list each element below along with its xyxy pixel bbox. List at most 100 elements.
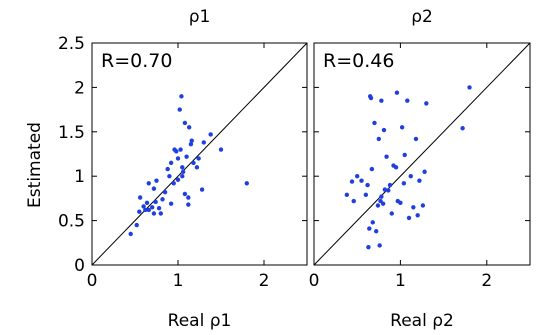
data-point	[137, 195, 143, 200]
data-point	[180, 169, 186, 174]
data-point	[349, 179, 355, 184]
data-point	[411, 205, 416, 210]
data-point	[189, 138, 194, 143]
identity-line	[91, 42, 308, 266]
data-point	[363, 192, 369, 198]
data-point	[460, 126, 465, 131]
data-point	[175, 177, 181, 182]
data-point	[167, 174, 172, 179]
data-point	[398, 200, 403, 206]
data-point	[408, 174, 413, 179]
data-point	[134, 222, 139, 228]
y-tick-label: 1.5	[58, 123, 85, 143]
data-point	[415, 213, 420, 218]
data-point	[146, 207, 151, 213]
data-point	[168, 201, 174, 206]
y-axis-label: Estimated	[25, 122, 45, 208]
data-point	[384, 154, 389, 159]
x-tick-label: 1	[395, 271, 406, 291]
data-point	[417, 178, 422, 183]
data-point	[184, 154, 189, 159]
data-point	[381, 127, 387, 133]
data-point	[244, 181, 249, 186]
data-point	[151, 211, 157, 216]
data-point	[174, 149, 179, 154]
x-axis-label: Real ρ1	[168, 311, 232, 331]
data-point	[380, 201, 386, 206]
data-point	[387, 182, 393, 188]
data-point	[368, 95, 374, 101]
data-point	[389, 211, 394, 216]
data-point	[366, 245, 371, 250]
data-point	[405, 98, 410, 103]
y-tick-label: 0	[74, 256, 85, 276]
data-point	[393, 165, 399, 170]
data-point	[376, 136, 381, 142]
x-tick-label: 1	[173, 271, 184, 291]
data-point	[208, 132, 213, 137]
panel-title: ρ1	[189, 7, 211, 27]
data-point	[351, 198, 356, 204]
data-point	[150, 205, 155, 210]
data-point	[201, 140, 206, 145]
panel-1: 0 1 2 0 0.5 1 1.5 2 2.5 R=0.70 ρ1 Real ρ1	[58, 7, 308, 331]
data-point	[369, 166, 375, 172]
data-point	[128, 231, 133, 237]
data-point	[186, 195, 191, 200]
data-point	[196, 156, 201, 161]
x-tick-label: 2	[259, 271, 270, 291]
data-point	[344, 192, 350, 198]
data-point	[153, 199, 158, 205]
correlation-annotation: R=0.46	[323, 50, 394, 72]
data-point	[156, 205, 162, 211]
data-point	[399, 125, 405, 130]
data-point	[182, 191, 188, 197]
data-point	[165, 166, 170, 172]
data-point	[154, 178, 159, 183]
x-tick-label: 2	[481, 271, 492, 291]
data-point	[143, 207, 148, 213]
data-point	[359, 178, 364, 183]
data-point	[420, 203, 426, 208]
data-point	[386, 188, 391, 193]
data-point	[160, 197, 165, 202]
data-point	[218, 147, 224, 152]
x-tick-label: 0	[87, 271, 98, 291]
identity-line	[313, 42, 531, 266]
data-point	[372, 120, 377, 126]
panel-2: 0 1 2 R=0.46 ρ2 Real ρ2	[309, 7, 531, 331]
data-point	[424, 101, 429, 106]
y-tick-label: 0.5	[58, 212, 85, 232]
data-point	[186, 125, 192, 130]
data-point	[379, 194, 384, 199]
data-point	[171, 181, 176, 186]
data-point	[151, 186, 157, 191]
data-point	[379, 98, 384, 103]
data-point	[188, 142, 194, 147]
panels: 0 1 2 0 0.5 1 1.5 2 2.5 R=0.70 ρ1 Real ρ1 0 1 2 R=0.46 ρ…	[58, 7, 531, 331]
data-point	[175, 156, 181, 161]
data-point	[162, 189, 168, 195]
panel-title: ρ2	[411, 7, 433, 27]
data-point	[370, 220, 375, 225]
data-point	[177, 107, 182, 112]
data-point	[422, 169, 427, 174]
x-axis-label: Real ρ2	[390, 311, 454, 331]
data-point	[413, 136, 419, 142]
data-point	[382, 187, 388, 192]
data-point	[144, 200, 150, 206]
data-point	[146, 181, 151, 186]
correlation-annotation: R=0.70	[101, 50, 172, 72]
data-point	[394, 90, 400, 95]
data-point	[168, 160, 174, 166]
data-point	[377, 243, 382, 248]
data-point	[375, 203, 381, 208]
data-point	[401, 181, 407, 186]
data-point	[191, 160, 196, 166]
data-point	[355, 174, 360, 179]
data-point	[402, 152, 407, 158]
y-tick-label: 2	[74, 78, 85, 98]
data-point	[178, 147, 183, 152]
data-point	[374, 229, 379, 234]
